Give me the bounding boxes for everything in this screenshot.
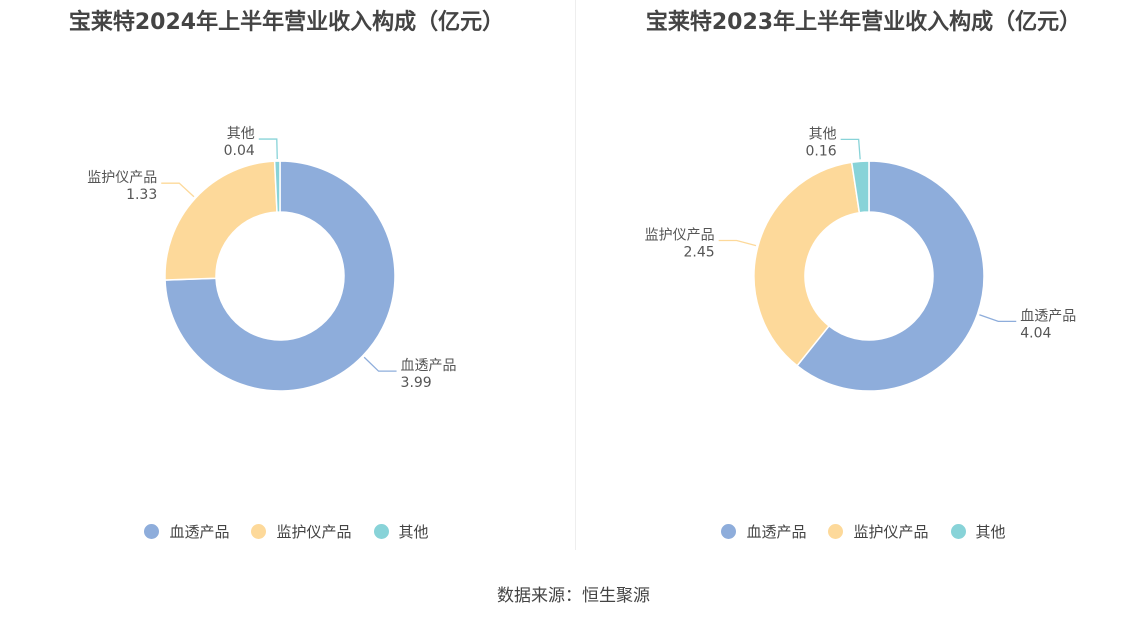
- slice-label-jianhuyi: 监护仪产品: [87, 170, 157, 186]
- legend-dot-icon: [251, 524, 267, 539]
- legend-label: 血透产品: [169, 523, 230, 541]
- legend-label: 其他: [398, 523, 429, 541]
- slice-jianhuyi[interactable]: [753, 161, 861, 367]
- legend-item-血透[interactable]: 血透产品: [721, 521, 806, 542]
- slice-label-xuetou: 血透产品: [401, 358, 457, 374]
- leader-line-jianhuyi: [718, 239, 757, 247]
- chart-panel-2024: 宝莱特2024年上半年营业收入构成（亿元） 血透产品 3.99 监护仪产品 1.33 其…: [0, 0, 573, 560]
- legend-dot-icon: [721, 524, 737, 539]
- legend-item-其他[interactable]: 其他: [373, 521, 429, 542]
- leader-line-qita: [840, 138, 861, 160]
- legend-item-监护仪[interactable]: 监护仪产品: [828, 521, 929, 542]
- legend-2023: 血透产品 监护仪产品 其他: [577, 521, 1147, 542]
- slice-value-jianhuyi: 2.45: [684, 244, 715, 260]
- legend-item-血透[interactable]: 血透产品: [144, 521, 229, 542]
- data-source: 数据来源：恒生聚源: [497, 586, 650, 606]
- slice-jianhuyi[interactable]: [164, 160, 278, 281]
- slice-label-qita: 其他: [227, 126, 255, 142]
- legend-item-其他[interactable]: 其他: [950, 521, 1006, 542]
- legend-label: 其他: [975, 523, 1006, 541]
- legend-2024: 血透产品 监护仪产品 其他: [0, 521, 573, 542]
- chart-title-2024: 宝莱特2024年上半年营业收入构成（亿元）: [68, 10, 505, 35]
- leader-line-jianhuyi: [161, 182, 195, 198]
- slice-qita[interactable]: [273, 160, 281, 213]
- legend-dot-icon: [828, 524, 844, 539]
- slice-xuetou[interactable]: [164, 160, 396, 392]
- leader-line-xuetou: [363, 356, 397, 372]
- legend-dot-icon: [950, 524, 966, 539]
- slice-label-xuetou: 血透产品: [1020, 308, 1076, 324]
- legend-label: 监护仪产品: [853, 523, 929, 541]
- chart-title-2023: 宝莱特2023年上半年营业收入构成（亿元）: [645, 10, 1082, 35]
- slice-xuetou[interactable]: [796, 160, 985, 392]
- legend-label: 血透产品: [746, 523, 807, 541]
- slice-label-jianhuyi: 监护仪产品: [645, 227, 715, 243]
- slice-value-xuetou: 4.04: [1020, 325, 1051, 341]
- slice-label-qita: 其他: [809, 126, 837, 142]
- slice-value-qita: 0.04: [224, 143, 255, 159]
- slice-value-jianhuyi: 1.33: [126, 187, 157, 203]
- panel-divider: [575, 0, 576, 550]
- chart-panel-2023: 宝莱特2023年上半年营业收入构成（亿元） 血透产品 4.04 监护仪产品 2.45 其…: [577, 0, 1147, 560]
- slice-qita[interactable]: [850, 160, 870, 214]
- slice-value-qita: 0.16: [805, 143, 836, 159]
- leader-line-xuetou: [979, 314, 1017, 323]
- legend-dot-icon: [373, 524, 389, 539]
- leader-line-qita: [258, 138, 278, 160]
- legend-item-监护仪[interactable]: 监护仪产品: [251, 521, 352, 542]
- legend-label: 监护仪产品: [276, 523, 352, 541]
- slice-value-xuetou: 3.99: [401, 375, 432, 391]
- legend-dot-icon: [144, 524, 160, 539]
